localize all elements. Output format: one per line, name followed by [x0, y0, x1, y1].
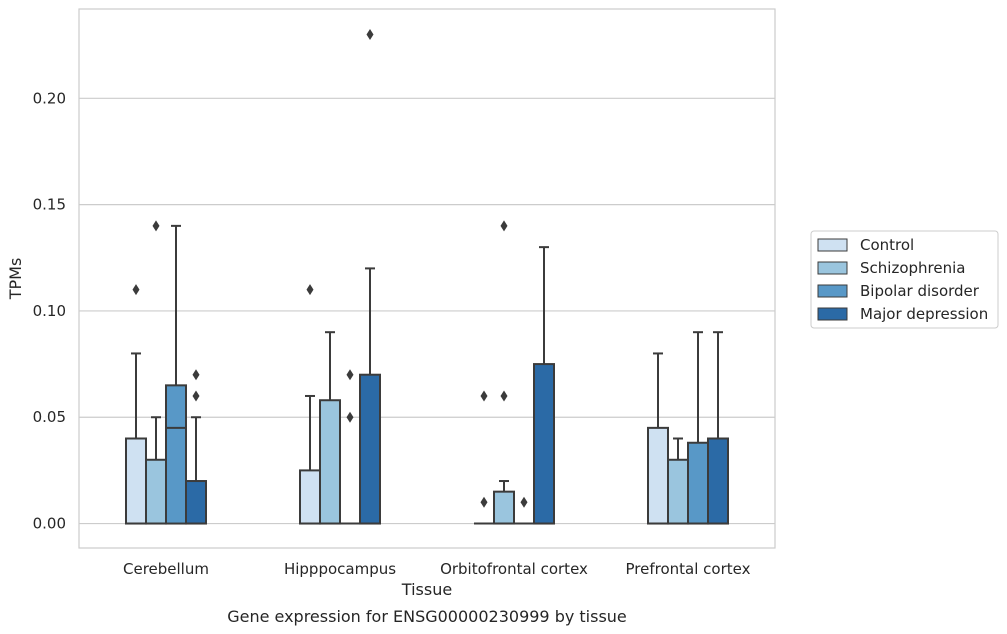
- plot-frame: [78, 8, 776, 549]
- box-bipolar-disorder: [340, 369, 360, 525]
- box-schizophrenia: [667, 437, 689, 525]
- box-major-depression: [359, 29, 381, 525]
- x-tick-label: Orbitofrontal cortex: [440, 560, 588, 578]
- box-body: [299, 469, 321, 525]
- box-control: [647, 352, 669, 525]
- box-body: [647, 426, 669, 525]
- box-body: [185, 480, 207, 525]
- box-body: [125, 437, 147, 525]
- legend-swatch: [817, 307, 848, 321]
- y-axis-label: TPMs: [6, 258, 25, 301]
- legend-item: Bipolar disorder: [817, 282, 980, 300]
- outlier-point: [480, 496, 488, 508]
- box-major-depression: [707, 331, 729, 525]
- legend-label: Major depression: [860, 305, 988, 323]
- y-tick-label: 0.05: [33, 408, 66, 426]
- outlier-point: [192, 390, 200, 402]
- box-control: [125, 284, 147, 525]
- x-tick-label: Cerebellum: [123, 560, 209, 578]
- box-major-depression: [185, 369, 207, 525]
- x-tick-label: Prefrontal cortex: [626, 560, 751, 578]
- y-tick-label: 0.20: [33, 89, 66, 107]
- box-body: [493, 490, 515, 525]
- boxes-layer: [125, 29, 729, 525]
- box-body: [359, 373, 381, 525]
- box-bipolar-disorder: [165, 224, 187, 525]
- outlier-point: [132, 284, 140, 296]
- box-control: [299, 284, 321, 525]
- legend-label: Control: [860, 236, 914, 254]
- outlier-point: [306, 284, 314, 296]
- box-major-depression: [533, 246, 555, 525]
- legend-swatch: [817, 238, 848, 252]
- box-body: [687, 441, 709, 525]
- outlier-point: [346, 411, 354, 423]
- box-bipolar-disorder: [514, 496, 534, 525]
- outlier-point: [520, 496, 528, 508]
- outlier-point: [366, 29, 374, 41]
- legend-frame: [810, 230, 999, 329]
- x-tick-label: Hipppocampus: [284, 560, 396, 578]
- y-tick-label: 0.15: [33, 196, 66, 214]
- y-tick-label: 0.10: [33, 302, 66, 320]
- box-body: [145, 458, 167, 525]
- outlier-point: [500, 390, 508, 402]
- legend-label: Schizophrenia: [860, 259, 965, 277]
- legend-item: Major depression: [817, 305, 988, 323]
- outlier-point: [500, 220, 508, 232]
- outlier-point: [480, 390, 488, 402]
- box-schizophrenia: [145, 220, 167, 525]
- legend-item: Control: [817, 236, 914, 254]
- box-control: [474, 390, 494, 525]
- outlier-point: [192, 369, 200, 381]
- box-body: [319, 399, 341, 525]
- x-axis-label: Tissue: [401, 580, 452, 599]
- outlier-point: [152, 220, 160, 232]
- x-axis-ticks: Cerebellum Hipppocampus Orbitofrontal cort…: [123, 560, 751, 578]
- legend-swatch: [817, 261, 848, 275]
- y-tick-label: 0.00: [33, 515, 66, 533]
- box-body: [165, 384, 187, 525]
- chart-title: Gene expression for ENSG00000230999 by t…: [227, 607, 627, 626]
- box-body: [707, 437, 729, 525]
- y-axis-ticks: 0.00 0.05 0.10 0.15 0.20: [33, 89, 66, 532]
- box-schizophrenia: [493, 220, 515, 525]
- legend-item: Schizophrenia: [817, 259, 965, 277]
- box-bipolar-disorder: [687, 331, 709, 525]
- legend-label: Bipolar disorder: [860, 282, 980, 300]
- legend-swatch: [817, 284, 848, 298]
- legend: Control Schizophrenia Bipolar disorder Majo…: [810, 230, 999, 329]
- box-schizophrenia: [319, 331, 341, 525]
- box-body: [667, 458, 689, 525]
- box-body: [533, 363, 555, 525]
- outlier-point: [346, 369, 354, 381]
